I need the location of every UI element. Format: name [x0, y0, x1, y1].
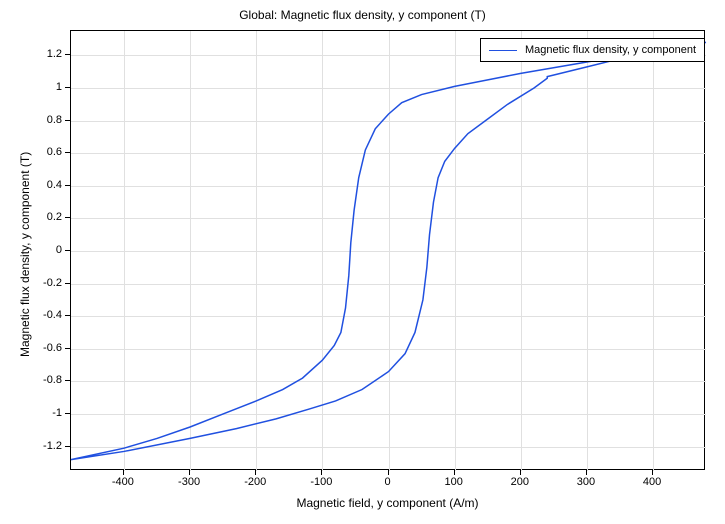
x-tick [454, 470, 455, 475]
y-tick-label: 0.6 [30, 146, 62, 158]
y-tick [65, 87, 70, 88]
chart-title: Global: Magnetic flux density, y compone… [0, 8, 725, 22]
x-tick-label: 100 [444, 476, 462, 488]
y-tick-label: 0.4 [30, 179, 62, 191]
y-tick-label: -1.2 [30, 440, 62, 452]
x-tick-label: -300 [178, 476, 200, 488]
y-tick [65, 185, 70, 186]
legend-label: Magnetic flux density, y component [525, 44, 696, 56]
y-tick [65, 283, 70, 284]
y-tick-label: 1 [30, 81, 62, 93]
y-tick-label: 0.2 [30, 211, 62, 223]
x-tick [189, 470, 190, 475]
series-hysteresis-loop [71, 42, 706, 459]
chart-container: Global: Magnetic flux density, y compone… [0, 0, 725, 524]
y-tick [65, 120, 70, 121]
x-tick [652, 470, 653, 475]
y-tick [65, 446, 70, 447]
x-tick [321, 470, 322, 475]
y-tick [65, 217, 70, 218]
y-tick [65, 413, 70, 414]
y-tick-label: -0.4 [30, 309, 62, 321]
legend: Magnetic flux density, y component [480, 38, 705, 62]
x-tick-label: 400 [643, 476, 661, 488]
y-tick-label: -1 [30, 407, 62, 419]
y-tick-label: 0.8 [30, 114, 62, 126]
x-tick-label: -400 [112, 476, 134, 488]
y-tick [65, 315, 70, 316]
x-axis-label: Magnetic field, y component (A/m) [70, 496, 705, 510]
y-tick-label: -0.2 [30, 277, 62, 289]
plot-area [70, 30, 705, 470]
y-tick [65, 152, 70, 153]
y-tick-label: -0.6 [30, 342, 62, 354]
x-tick [255, 470, 256, 475]
x-tick-label: 0 [384, 476, 390, 488]
y-tick [65, 380, 70, 381]
x-tick-label: -100 [310, 476, 332, 488]
x-tick-label: 300 [577, 476, 595, 488]
x-tick [388, 470, 389, 475]
y-tick [65, 348, 70, 349]
x-tick-label: 200 [511, 476, 529, 488]
legend-swatch [489, 50, 517, 51]
x-tick [123, 470, 124, 475]
x-tick [586, 470, 587, 475]
x-tick-label: -200 [244, 476, 266, 488]
x-tick [520, 470, 521, 475]
y-tick [65, 54, 70, 55]
y-tick-label: 1.2 [30, 48, 62, 60]
series-svg [71, 31, 706, 471]
y-tick [65, 250, 70, 251]
y-tick-label: -0.8 [30, 374, 62, 386]
y-tick-label: 0 [30, 244, 62, 256]
